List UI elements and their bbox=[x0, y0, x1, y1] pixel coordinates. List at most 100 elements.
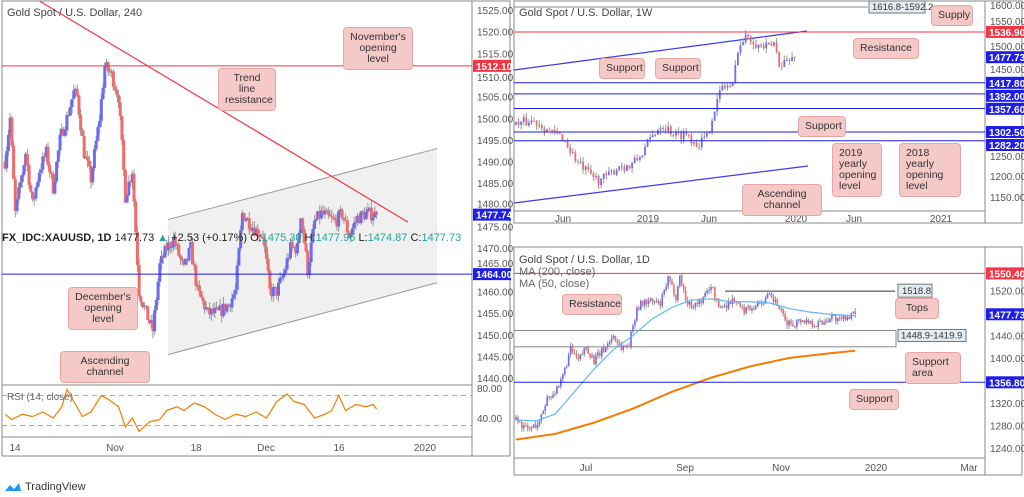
candle-up bbox=[8, 117, 12, 136]
candle-down bbox=[770, 293, 773, 297]
candle-down bbox=[573, 352, 576, 354]
candle-down bbox=[770, 43, 773, 46]
candle-down bbox=[292, 246, 296, 248]
candle-up bbox=[805, 319, 808, 323]
candle-up bbox=[661, 294, 664, 306]
support-area-box bbox=[513, 329, 897, 348]
callout-support-daily: Support bbox=[849, 389, 899, 410]
candle-up bbox=[692, 306, 695, 308]
candle-down bbox=[815, 326, 818, 328]
candle-up bbox=[314, 218, 318, 221]
candle-down bbox=[135, 232, 139, 265]
candle-down bbox=[597, 175, 600, 186]
candle-up bbox=[597, 352, 599, 356]
candle-up bbox=[544, 405, 547, 411]
date-tick-label: 2020 bbox=[785, 214, 808, 225]
candle-down bbox=[623, 166, 626, 171]
candle-up bbox=[600, 178, 603, 186]
candle-up bbox=[307, 262, 311, 276]
candle-up bbox=[659, 128, 662, 131]
candle-down bbox=[519, 421, 521, 423]
candle-up bbox=[209, 308, 213, 315]
candle-down bbox=[755, 44, 757, 48]
candle-down bbox=[270, 288, 274, 297]
ticker-symbol: FX_IDC:XAUUSD, 1D bbox=[2, 232, 112, 244]
candle-up bbox=[91, 168, 95, 183]
candle-down bbox=[263, 238, 267, 247]
candle-up bbox=[5, 151, 9, 169]
candle-down bbox=[566, 141, 569, 148]
candle-up bbox=[813, 326, 816, 328]
price-level-badge bbox=[473, 268, 511, 281]
candle-up bbox=[206, 307, 210, 309]
candle-down bbox=[49, 172, 53, 174]
candle-up bbox=[791, 57, 793, 62]
candle-up bbox=[60, 128, 64, 135]
candle-down bbox=[659, 301, 662, 306]
candle-up bbox=[562, 374, 564, 380]
candle-down bbox=[729, 301, 732, 305]
candle-down bbox=[247, 218, 251, 230]
candle-up bbox=[130, 173, 134, 182]
candle-down bbox=[43, 156, 47, 158]
candle-up bbox=[22, 165, 26, 175]
rsi-line bbox=[4, 387, 377, 433]
candle-down bbox=[680, 131, 683, 140]
candle-down bbox=[725, 305, 728, 309]
candle-up bbox=[68, 107, 72, 116]
candle-down bbox=[749, 36, 752, 42]
candle-up bbox=[189, 241, 193, 249]
candle-up bbox=[783, 59, 786, 67]
candle-down bbox=[760, 303, 763, 305]
ticker-price: 1477.73 bbox=[114, 232, 155, 244]
price-tick-label: 1450.00 bbox=[477, 331, 514, 342]
candle-up bbox=[58, 134, 62, 151]
candle-down bbox=[25, 153, 29, 166]
candle-down bbox=[780, 66, 783, 68]
candle-up bbox=[646, 139, 649, 147]
candle-down bbox=[266, 258, 270, 271]
candle-up bbox=[156, 281, 160, 301]
candle-up bbox=[852, 311, 855, 314]
candle-down bbox=[86, 156, 90, 161]
candle-down bbox=[223, 303, 227, 312]
candle-up bbox=[716, 99, 719, 112]
tradingview-cloud-icon bbox=[5, 483, 21, 491]
price-level-badge bbox=[986, 267, 1024, 280]
candle-down bbox=[749, 306, 751, 311]
candle-up bbox=[72, 90, 76, 99]
candle-up bbox=[801, 320, 804, 323]
open-value: 1475.30 bbox=[261, 232, 302, 244]
candle-down bbox=[690, 135, 693, 144]
candle-down bbox=[669, 276, 671, 281]
candle-up bbox=[653, 301, 656, 303]
candle-down bbox=[185, 258, 189, 261]
candle-down bbox=[375, 211, 379, 215]
candle-up bbox=[311, 228, 315, 243]
high-value: 1477.96 bbox=[315, 232, 356, 244]
candle-up bbox=[538, 125, 541, 127]
candle-up bbox=[166, 242, 170, 251]
candle-down bbox=[620, 166, 623, 168]
candle-down bbox=[645, 299, 648, 305]
candle-up bbox=[718, 90, 721, 100]
candle-up bbox=[823, 322, 825, 325]
candle-up bbox=[41, 156, 45, 170]
candle-up bbox=[32, 198, 36, 200]
candle-down bbox=[620, 344, 623, 350]
candle-down bbox=[618, 342, 621, 345]
candle-up bbox=[764, 297, 767, 304]
candle-up bbox=[149, 320, 153, 323]
callout-support-3: Support bbox=[798, 116, 846, 137]
date-tick-label: Nov bbox=[106, 443, 124, 454]
candle-up bbox=[309, 242, 313, 263]
candle-down bbox=[517, 417, 519, 422]
candle-up bbox=[515, 122, 517, 125]
candle-up bbox=[273, 286, 277, 288]
candle-down bbox=[192, 264, 196, 266]
candle-up bbox=[765, 42, 768, 49]
tradingview-logo[interactable]: TradingView bbox=[4, 481, 86, 493]
candle-up bbox=[579, 354, 582, 359]
candle-up bbox=[644, 146, 646, 156]
